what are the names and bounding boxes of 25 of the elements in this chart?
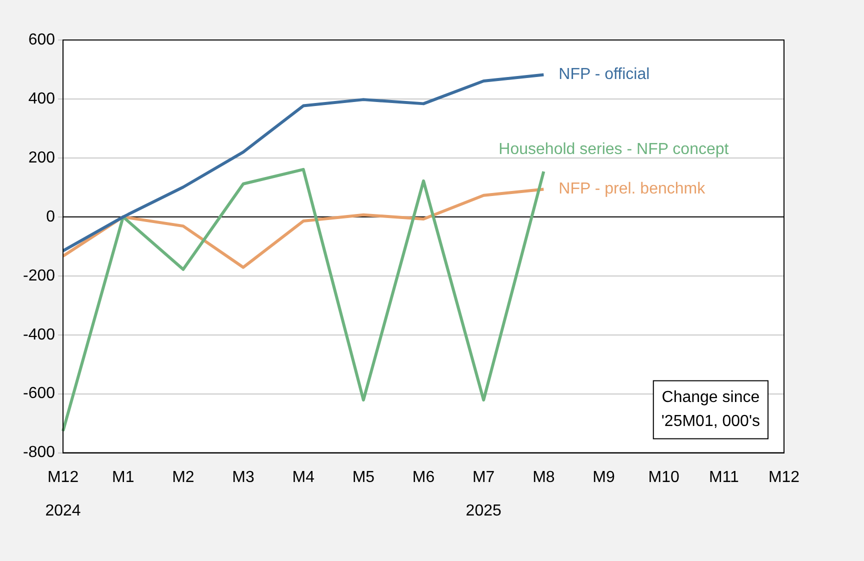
- text: Household series - NFP concept: [498, 140, 730, 158]
- y-tick-label: -200: [22, 267, 56, 284]
- y-tick-label: -400: [22, 326, 56, 344]
- x-tick-label: M8: [532, 469, 555, 486]
- y-tick-label: 400: [28, 90, 56, 108]
- x-tick-label: M7 2025: [466, 469, 502, 520]
- x-tick-label: M3: [232, 469, 254, 486]
- series-label: NFP - prel. benchmk: [558, 180, 706, 198]
- x-tick-label: M11: [708, 469, 739, 486]
- annotation: Change since '25M01, 000's: [661, 389, 760, 430]
- x-tick-label: M4: [292, 469, 315, 486]
- x-tick-label: M5: [352, 469, 375, 486]
- x-tick-label: M9: [592, 469, 615, 486]
- x-tick-label: M10: [648, 469, 680, 486]
- y-tick-label: -800: [22, 444, 56, 462]
- y-tick-label: 600: [28, 31, 56, 48]
- x-tick-label: M12: [768, 469, 800, 486]
- y-tick-label: -600: [22, 385, 56, 402]
- series-label: NFP - official: [558, 66, 650, 84]
- y-tick-label: 0: [46, 208, 56, 226]
- y-tick-label: 200: [28, 149, 56, 166]
- x-tick-label: M12 2024: [45, 469, 81, 520]
- x-tick-label: M1: [112, 469, 134, 486]
- x-tick-label: M2: [172, 469, 194, 486]
- x-tick-label: M6: [412, 469, 435, 486]
